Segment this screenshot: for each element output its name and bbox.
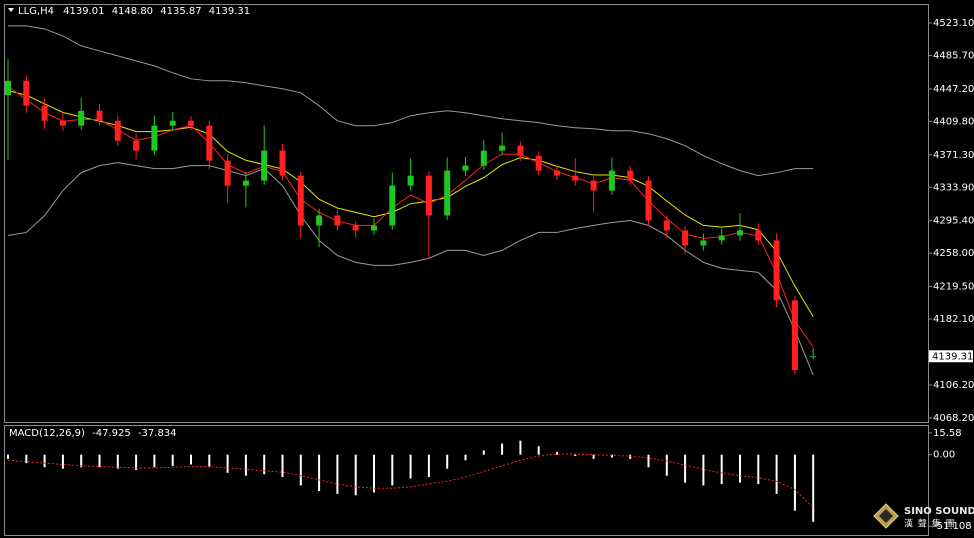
candle-body <box>700 240 707 246</box>
candle-body <box>297 175 304 226</box>
header: LLG,H4 4139.01 4148.80 4135.87 4139.31 <box>18 6 250 17</box>
candle-body <box>334 215 341 226</box>
y-tick-label: 4295.40 <box>933 216 974 227</box>
macd-title: MACD(12,26,9) <box>9 428 85 439</box>
candle-body <box>133 140 140 151</box>
candle-body <box>5 80 11 96</box>
candle-body <box>96 110 103 121</box>
watermark: SINO SOUND 漢 聲 集 團 <box>873 503 974 530</box>
current-price-box <box>929 350 973 363</box>
y-tick-label: 4409.80 <box>933 116 974 127</box>
candle-body <box>755 230 762 241</box>
candle-body <box>352 225 359 231</box>
candle-body <box>480 150 487 166</box>
y-tick-label: 4333.90 <box>933 182 974 193</box>
candle-body <box>608 170 615 191</box>
candle-body <box>371 225 377 231</box>
candle-body <box>682 230 689 246</box>
low-label: 4135.87 <box>160 6 201 17</box>
y-tick-label: 4182.10 <box>933 314 974 325</box>
candle-body <box>41 105 48 121</box>
candle-body <box>645 180 652 221</box>
overlay-line <box>8 25 814 177</box>
close-label: 4139.31 <box>209 6 250 17</box>
candle-body <box>425 175 432 216</box>
candle-body <box>114 120 121 141</box>
watermark-brand: SINO SOUND <box>904 506 974 517</box>
overlay-line <box>7 90 814 317</box>
open-label: 4139.01 <box>63 6 104 17</box>
overlay-line <box>7 86 814 348</box>
y-tick-label: 4258.00 <box>933 248 974 259</box>
candle-body <box>151 125 158 151</box>
y-tick-label: 4523.10 <box>933 18 974 29</box>
candle-body <box>773 240 780 301</box>
candle-body <box>59 120 66 126</box>
candle-body <box>169 120 176 126</box>
price-panel-frame <box>4 4 929 423</box>
candle-body <box>462 165 469 171</box>
macd-panel-frame <box>4 425 929 536</box>
y-tick-label: 4371.30 <box>933 150 974 161</box>
watermark-chinese: 漢 聲 集 團 <box>904 518 956 530</box>
y-tick-label: 4219.50 <box>933 282 974 293</box>
menu-arrow[interactable] <box>8 8 14 12</box>
candle-body <box>590 180 597 191</box>
high-label: 4148.80 <box>112 6 153 17</box>
candle-body <box>206 125 213 161</box>
macd-signal-label: -37.834 <box>138 428 177 439</box>
macd-main-label: -47.925 <box>92 428 131 439</box>
candle-body <box>188 120 194 126</box>
candle-body <box>78 110 85 126</box>
macd-header: MACD(12,26,9) -47.925 -37.834 <box>9 428 177 439</box>
signal-line <box>7 453 814 508</box>
overlay-line <box>7 162 814 376</box>
candle-body <box>261 150 268 181</box>
candle-body <box>663 220 670 231</box>
candle-body <box>572 175 579 181</box>
y-tick-label: 4068.20 <box>933 413 974 424</box>
candle-body <box>23 80 30 106</box>
y-tick-label: 15.58 <box>933 428 962 439</box>
candle-body <box>242 180 249 186</box>
candle-body <box>737 230 743 236</box>
y-tick-label: 4447.20 <box>933 84 974 95</box>
candle-body <box>627 170 634 181</box>
candle-body <box>791 300 798 371</box>
symbol: LLG,H4 <box>18 6 54 17</box>
candle-body <box>499 145 506 151</box>
candle-body <box>535 155 542 171</box>
candle-body <box>554 170 560 176</box>
candle-body <box>224 160 231 186</box>
y-tick-label: -51.108 <box>933 521 972 532</box>
logo-inner <box>879 509 893 523</box>
candle-body <box>407 175 414 186</box>
candle-body <box>279 150 286 176</box>
y-tick-label: 0.00 <box>933 450 955 461</box>
y-tick-label: 4106.20 <box>933 380 974 391</box>
y-tick-label: 4485.70 <box>933 50 974 61</box>
candle-body <box>389 185 396 226</box>
candle-body <box>517 145 524 156</box>
plot-layer: 4523.10 4485.70 4447.20 4409.80 4371.30 4333.… <box>5 18 974 532</box>
candle-body <box>810 356 817 358</box>
candle-body <box>718 235 725 241</box>
candle-body <box>444 170 451 216</box>
candle-body <box>316 215 323 226</box>
current-price-label: 4139.31 <box>932 351 973 362</box>
